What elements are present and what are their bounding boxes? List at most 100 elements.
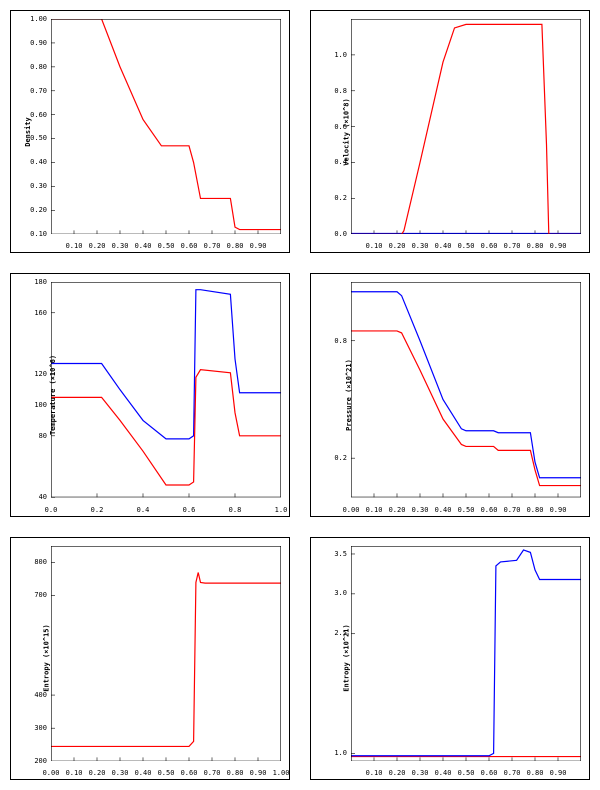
xtick-label: 0.40 bbox=[135, 242, 152, 250]
plot-temperature bbox=[51, 282, 281, 497]
xtick-label: 0.00 bbox=[343, 506, 360, 514]
ytick-label: 800 bbox=[11, 558, 47, 566]
xtick-label: 0.30 bbox=[112, 769, 129, 777]
ytick-label: 1.0 bbox=[311, 51, 347, 59]
xtick-label: 0.70 bbox=[504, 769, 521, 777]
ytick-label: 0.70 bbox=[11, 87, 47, 95]
xtick-label: 0.80 bbox=[527, 769, 544, 777]
xtick-label: 0.60 bbox=[481, 506, 498, 514]
plot-entropy-right bbox=[351, 546, 581, 761]
panel-entropy-left: Entropy (×10^15) 0.000.100.200.300.400.5… bbox=[10, 537, 290, 780]
plot-velocity bbox=[351, 19, 581, 234]
ytick-label: 100 bbox=[11, 401, 47, 409]
xtick-label: 0.10 bbox=[366, 242, 383, 250]
xtick-label: 0.50 bbox=[458, 242, 475, 250]
ytick-label: 0.50 bbox=[11, 134, 47, 142]
xtick-label: 0.40 bbox=[435, 242, 452, 250]
xtick-label: 0.70 bbox=[504, 506, 521, 514]
xtick-label: 0.4 bbox=[137, 506, 150, 514]
xtick-label: 0.10 bbox=[66, 769, 83, 777]
xtick-label: 0.8 bbox=[229, 506, 242, 514]
xtick-label: 0.60 bbox=[481, 242, 498, 250]
xtick-label: 1.00 bbox=[273, 769, 290, 777]
ytick-label: 0.8 bbox=[311, 87, 347, 95]
plot-density bbox=[51, 19, 281, 234]
ytick-label: 300 bbox=[11, 724, 47, 732]
xtick-label: 0.50 bbox=[158, 769, 175, 777]
panel-entropy-right: Entropy (×10^21) 0.100.200.300.400.500.6… bbox=[310, 537, 590, 780]
ytick-label: 0.2 bbox=[311, 454, 347, 462]
ytick-label: 0.0 bbox=[311, 230, 347, 238]
xtick-label: 0.10 bbox=[66, 242, 83, 250]
ytick-label: 0.10 bbox=[11, 230, 47, 238]
ytick-label: 700 bbox=[11, 591, 47, 599]
ytick-label: 120 bbox=[11, 370, 47, 378]
xtick-label: 0.20 bbox=[389, 506, 406, 514]
panel-pressure: Pressure (×10^21) 0.000.100.200.300.400.… bbox=[310, 273, 590, 516]
plot-pressure bbox=[351, 282, 581, 497]
xtick-label: 0.80 bbox=[527, 242, 544, 250]
xtick-label: 0.20 bbox=[89, 769, 106, 777]
xtick-label: 0.30 bbox=[112, 242, 129, 250]
xtick-label: 0.30 bbox=[412, 769, 429, 777]
ytick-label: 0.90 bbox=[11, 39, 47, 47]
ytick-label: 0.20 bbox=[11, 206, 47, 214]
xtick-label: 0.50 bbox=[458, 769, 475, 777]
xtick-label: 0.60 bbox=[181, 242, 198, 250]
xtick-label: 0.0 bbox=[45, 506, 58, 514]
xtick-label: 0.80 bbox=[527, 506, 544, 514]
ytick-label: 2.5 bbox=[311, 629, 347, 637]
xtick-label: 0.10 bbox=[366, 506, 383, 514]
ylabel-entropy-left: Entropy (×10^15) bbox=[43, 625, 51, 692]
ytick-label: 0.60 bbox=[11, 111, 47, 119]
plot-entropy-left bbox=[51, 546, 281, 761]
xtick-label: 0.20 bbox=[389, 769, 406, 777]
xtick-label: 0.80 bbox=[227, 769, 244, 777]
ytick-label: 0.80 bbox=[11, 63, 47, 71]
xtick-label: 0.30 bbox=[412, 506, 429, 514]
xtick-label: 0.20 bbox=[89, 242, 106, 250]
series-line bbox=[351, 550, 581, 756]
ytick-label: 200 bbox=[11, 757, 47, 765]
xtick-label: 0.20 bbox=[389, 242, 406, 250]
ytick-label: 0.40 bbox=[11, 158, 47, 166]
chart-grid: Density 0.100.200.300.400.500.600.700.80… bbox=[10, 10, 590, 780]
ytick-label: 160 bbox=[11, 309, 47, 317]
xtick-label: 0.50 bbox=[158, 242, 175, 250]
xtick-label: 0.40 bbox=[435, 506, 452, 514]
xtick-label: 0.80 bbox=[227, 242, 244, 250]
ytick-label: 80 bbox=[11, 432, 47, 440]
xtick-label: 0.40 bbox=[435, 769, 452, 777]
series-line bbox=[351, 331, 581, 486]
ytick-label: 0.2 bbox=[311, 194, 347, 202]
xtick-label: 0.10 bbox=[366, 769, 383, 777]
xtick-label: 0.70 bbox=[204, 242, 221, 250]
xtick-label: 0.90 bbox=[250, 242, 267, 250]
xtick-label: 0.90 bbox=[250, 769, 267, 777]
ytick-label: 1.00 bbox=[11, 15, 47, 23]
ytick-label: 3.5 bbox=[311, 550, 347, 558]
series-line bbox=[51, 290, 281, 439]
ytick-label: 0.30 bbox=[11, 182, 47, 190]
xtick-label: 0.30 bbox=[412, 242, 429, 250]
ytick-label: 180 bbox=[11, 278, 47, 286]
xtick-label: 0.00 bbox=[43, 769, 60, 777]
series-line bbox=[51, 370, 281, 485]
panel-temperature: Temperature (×10^6) 0.00.20.40.60.81.040… bbox=[10, 273, 290, 516]
series-line bbox=[351, 292, 581, 478]
xtick-label: 0.60 bbox=[481, 769, 498, 777]
xtick-label: 0.90 bbox=[550, 506, 567, 514]
xtick-label: 0.70 bbox=[204, 769, 221, 777]
ytick-label: 0.8 bbox=[311, 337, 347, 345]
xtick-label: 0.90 bbox=[550, 769, 567, 777]
ytick-label: 40 bbox=[11, 493, 47, 501]
panel-velocity: Velocity (×10^8) 0.100.200.300.400.500.6… bbox=[310, 10, 590, 253]
xtick-label: 0.60 bbox=[181, 769, 198, 777]
xtick-label: 0.50 bbox=[458, 506, 475, 514]
series-line bbox=[51, 572, 281, 746]
series-line bbox=[51, 19, 281, 230]
xtick-label: 1.0 bbox=[275, 506, 288, 514]
ytick-label: 0.6 bbox=[311, 123, 347, 131]
xtick-label: 0.90 bbox=[550, 242, 567, 250]
series-line bbox=[351, 24, 581, 234]
